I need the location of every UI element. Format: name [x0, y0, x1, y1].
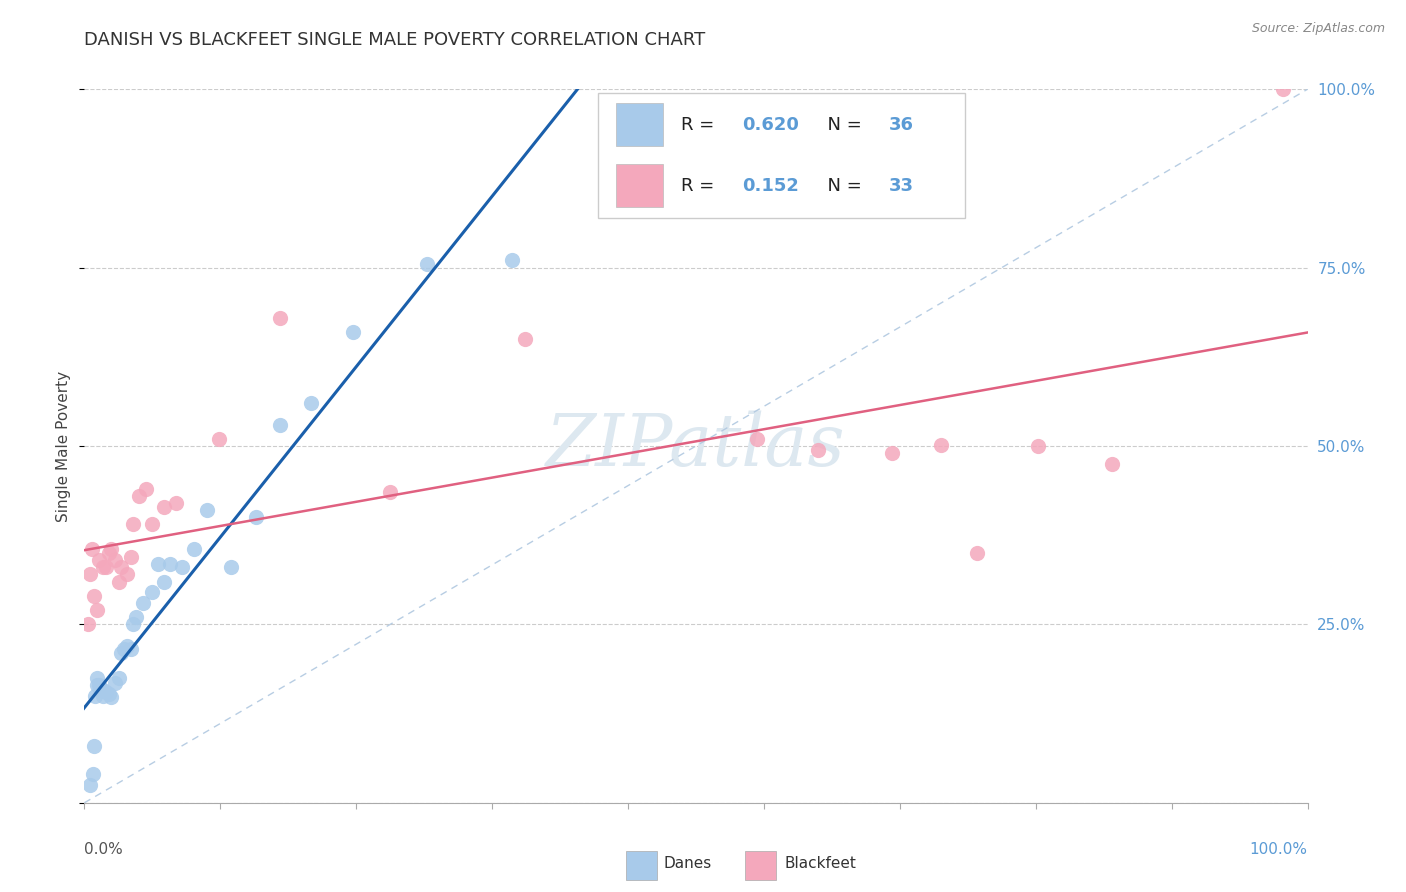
Point [125, 610, 148, 624]
Point [107, 574, 129, 589]
Point [132, 596, 155, 610]
Point [269, 417, 291, 432]
Point [97, 687, 120, 701]
Text: 33: 33 [889, 177, 914, 194]
Point [120, 549, 142, 564]
Point [112, 642, 135, 657]
Point [91, 683, 114, 698]
Point [1101, 457, 1123, 471]
Point [115, 567, 138, 582]
Point [146, 557, 169, 571]
Point [79, 567, 101, 582]
Point [1272, 82, 1295, 96]
Text: ZIPatlas: ZIPatlas [546, 410, 846, 482]
Point [97, 546, 120, 560]
Point [183, 542, 205, 557]
FancyBboxPatch shape [616, 103, 664, 146]
Point [83, 589, 105, 603]
Point [89, 681, 111, 696]
Point [100, 542, 122, 557]
Point [86, 678, 108, 692]
Text: N =: N = [815, 177, 868, 194]
Text: 0.152: 0.152 [742, 177, 800, 194]
Point [153, 574, 176, 589]
Point [380, 485, 402, 500]
Text: 0.620: 0.620 [742, 116, 800, 134]
Point [115, 639, 138, 653]
Text: Danes: Danes [664, 856, 711, 871]
Point [122, 617, 145, 632]
Point [208, 432, 231, 446]
Text: N =: N = [815, 116, 868, 134]
Point [77, 617, 100, 632]
Point [245, 510, 267, 524]
Point [416, 257, 439, 271]
Point [86, 603, 108, 617]
Point [141, 585, 163, 599]
Point [104, 676, 127, 690]
Point [82, 767, 104, 781]
Point [87, 678, 110, 692]
Point [929, 437, 952, 451]
Text: R =: R = [682, 116, 720, 134]
Point [502, 253, 524, 268]
Point [96, 685, 118, 699]
Point [342, 325, 364, 339]
Text: 100.0%: 100.0% [1250, 842, 1308, 857]
Point [104, 553, 127, 567]
Point [87, 553, 110, 567]
Point [141, 517, 163, 532]
Point [159, 557, 181, 571]
Point [135, 482, 157, 496]
Text: 0.0%: 0.0% [84, 842, 124, 857]
Point [966, 546, 988, 560]
Y-axis label: Single Male Poverty: Single Male Poverty [56, 370, 72, 522]
Point [513, 332, 536, 346]
Point [110, 560, 132, 574]
Point [110, 646, 132, 660]
Point [107, 671, 129, 685]
Point [165, 496, 187, 510]
Point [84, 689, 107, 703]
Point [153, 500, 176, 514]
Point [299, 396, 322, 410]
FancyBboxPatch shape [616, 164, 664, 207]
Point [172, 560, 194, 574]
Point [807, 442, 830, 457]
Point [1028, 439, 1050, 453]
Point [747, 432, 769, 446]
Point [96, 560, 118, 574]
Point [100, 690, 122, 705]
Point [120, 642, 142, 657]
Point [80, 542, 103, 557]
Text: DANISH VS BLACKFEET SINGLE MALE POVERTY CORRELATION CHART: DANISH VS BLACKFEET SINGLE MALE POVERTY … [84, 31, 706, 49]
Text: R =: R = [682, 177, 720, 194]
Point [269, 310, 291, 325]
FancyBboxPatch shape [598, 93, 965, 218]
Text: Blackfeet: Blackfeet [785, 856, 856, 871]
Text: Source: ZipAtlas.com: Source: ZipAtlas.com [1251, 22, 1385, 36]
Point [83, 739, 105, 753]
Point [195, 503, 218, 517]
Point [86, 671, 108, 685]
Point [122, 517, 145, 532]
Point [79, 778, 101, 792]
Point [219, 560, 242, 574]
Point [91, 560, 114, 574]
Text: 36: 36 [889, 116, 914, 134]
Point [880, 446, 903, 460]
Point [128, 489, 150, 503]
Point [91, 689, 114, 703]
